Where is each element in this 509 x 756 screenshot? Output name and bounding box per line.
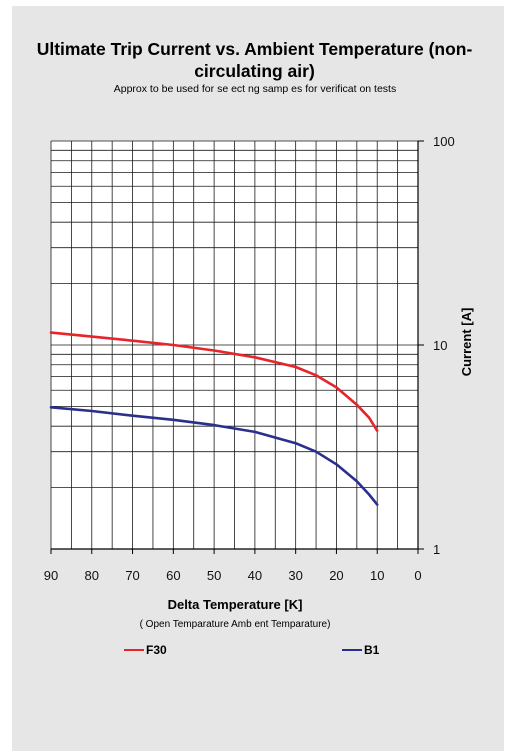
legend-label-b1: B1 — [364, 643, 380, 657]
x-tick-label: 70 — [125, 568, 139, 583]
x-axis-label: Delta Temperature [K] — [167, 597, 303, 612]
legend-item-f30: F30 — [124, 642, 167, 658]
x-tick-label: 60 — [166, 568, 180, 583]
x-tick-label: 30 — [288, 568, 302, 583]
y-tick-label: 1 — [433, 542, 440, 557]
x-tick-label: 50 — [207, 568, 221, 583]
chart-title: Ultimate Trip Current vs. Ambient Temper… — [36, 39, 473, 81]
grid-lines — [50, 140, 424, 554]
x-tick-label: 90 — [44, 568, 58, 583]
x-tick-label: 0 — [414, 568, 421, 583]
y-tick-label: 10 — [433, 338, 447, 353]
y-axis-label: Current [A] — [459, 308, 474, 377]
x-tick-label: 20 — [329, 568, 343, 583]
x-tick-label: 80 — [85, 568, 99, 583]
x-axis-sublabel: ( Open Temparature Amb ent Temparature) — [139, 619, 331, 630]
legend-item-b1: B1 — [342, 642, 379, 658]
y-tick-labels: 100 10 1 — [433, 134, 455, 557]
y-tick-label: 100 — [433, 134, 455, 149]
chart-subtitle: Approx to be used for se ect ng samp es … — [113, 83, 397, 95]
x-tick-label: 40 — [248, 568, 262, 583]
series-line-f30 — [49, 331, 379, 432]
series-line-b1 — [49, 406, 379, 506]
legend-swatch-f30 — [124, 649, 144, 651]
series-lines — [49, 331, 379, 506]
x-tick-labels: 90 80 70 60 50 40 30 20 10 0 — [44, 568, 422, 583]
x-tick-label: 10 — [370, 568, 384, 583]
legend-swatch-b1 — [342, 649, 362, 651]
legend-label-f30: F30 — [146, 643, 167, 657]
